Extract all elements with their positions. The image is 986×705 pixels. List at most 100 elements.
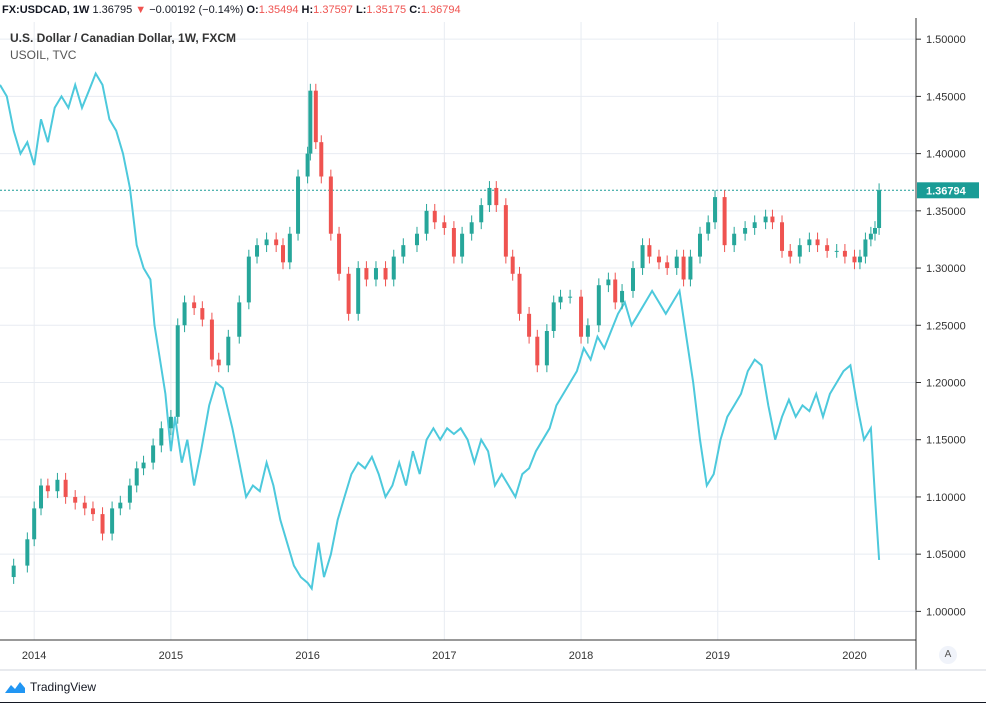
candle-body <box>503 205 508 257</box>
candle-body <box>200 308 205 320</box>
y-tick-label: 1.30000 <box>926 263 966 275</box>
candle-body <box>127 485 132 503</box>
candle-body <box>319 142 324 177</box>
candle-body <box>11 565 16 578</box>
candle-body <box>647 245 652 257</box>
candle-body <box>90 508 95 515</box>
candle-body <box>606 279 611 286</box>
candle-body <box>825 245 830 251</box>
last-price-badge <box>917 182 979 199</box>
candle-body <box>752 222 757 228</box>
candle-body <box>100 514 105 534</box>
x-tick-label: 2017 <box>432 650 456 662</box>
candle-body <box>73 496 78 503</box>
candle-body <box>852 256 857 263</box>
candle-body <box>45 485 50 492</box>
x-tick-label: 2020 <box>842 650 866 662</box>
candle-body <box>510 256 515 274</box>
x-tick-label: 2015 <box>159 650 183 662</box>
candle-body <box>527 313 532 337</box>
candle-body <box>159 428 164 446</box>
candle-body <box>674 256 679 269</box>
candle-body <box>209 319 214 360</box>
candle-body <box>237 302 242 337</box>
candle-body <box>118 502 123 509</box>
candle-body <box>780 222 785 251</box>
candle-body <box>551 302 556 331</box>
price-axis[interactable]: 1.50000 1.45000 1.40000 1.35000 1.30000 1.250… <box>915 18 979 670</box>
candle-body <box>216 359 221 366</box>
candle-body <box>175 325 180 417</box>
autoscale-button[interactable]: A <box>939 646 957 664</box>
close-label: C: <box>409 4 421 16</box>
y-tick-label: 1.50000 <box>926 34 966 46</box>
candle-body <box>373 268 378 280</box>
candle-body <box>246 256 251 303</box>
candle-body <box>287 233 292 263</box>
open-value: 1.35494 <box>258 4 299 16</box>
grid-lines <box>0 22 916 640</box>
candle-body <box>305 153 310 177</box>
candle-body <box>337 233 342 274</box>
price-change: −0.00192 (−0.14%) <box>149 4 244 16</box>
candle-body <box>842 250 847 257</box>
open-label: O: <box>246 4 259 16</box>
candle-body <box>544 331 549 366</box>
candle-body <box>255 245 260 257</box>
branding-text: TradingView <box>30 680 97 694</box>
candle-body <box>364 268 369 280</box>
y-tick-label: 1.35000 <box>926 206 966 218</box>
y-tick-label: 1.05000 <box>926 549 966 561</box>
candle-body <box>558 296 563 303</box>
candle-body <box>613 279 618 303</box>
candle-body <box>863 239 868 257</box>
branding: TradingView <box>4 677 96 697</box>
candle-body <box>630 268 635 291</box>
down-arrow-icon: ▼ <box>135 4 147 16</box>
last-price: 1.36795 <box>92 4 133 16</box>
candle-body <box>487 187 492 206</box>
divider <box>0 702 986 703</box>
candle-body <box>681 256 686 280</box>
candle-body <box>141 462 146 469</box>
candle-body <box>807 239 812 246</box>
time-axis[interactable]: 2014 2015 2016 2017 2018 2019 2020 <box>0 639 986 671</box>
candle-body <box>834 250 839 252</box>
usoil-line <box>0 71 881 592</box>
candle-body <box>535 336 540 366</box>
y-tick-label: 1.45000 <box>926 91 966 103</box>
candle-body <box>797 245 802 257</box>
legend-overlay-series[interactable]: USOIL, TVC <box>10 48 77 62</box>
candle-body <box>168 416 173 429</box>
legend-main-series[interactable]: U.S. Dollar / Canadian Dollar, 1W, FXCM <box>10 31 237 45</box>
low-value: 1.35175 <box>366 4 407 16</box>
candle-body <box>151 445 156 463</box>
usdcad-candles <box>11 83 882 584</box>
candle-body <box>770 216 775 223</box>
candle-body <box>182 302 187 326</box>
close-value: 1.36794 <box>420 4 461 16</box>
candle-body <box>55 479 60 492</box>
candle-body <box>296 176 301 234</box>
symbol-name[interactable]: FX:USDCAD, 1W <box>2 4 90 16</box>
candle-body <box>469 222 474 234</box>
candle-body <box>63 479 68 497</box>
y-tick-label: 1.20000 <box>926 378 966 390</box>
usoil-series <box>0 71 881 592</box>
candle-body <box>517 273 522 314</box>
candle-body <box>697 233 702 257</box>
price-chart[interactable]: 1.50000 1.45000 1.40000 1.35000 1.30000 1.250… <box>0 18 986 673</box>
candle-body <box>713 197 718 223</box>
candle-body <box>414 233 419 246</box>
candle-body <box>494 187 499 206</box>
candle-body <box>110 508 115 534</box>
candle-body <box>868 233 873 240</box>
candle-body <box>788 250 793 257</box>
x-tick-label: 2019 <box>706 650 730 662</box>
chart-legend: U.S. Dollar / Canadian Dollar, 1W, FXCM … <box>10 30 236 64</box>
candle-body <box>688 256 693 280</box>
candle-body <box>32 508 37 540</box>
candle-body <box>579 296 584 337</box>
candle-body <box>25 539 30 566</box>
y-tick-label: 1.00000 <box>926 606 966 618</box>
